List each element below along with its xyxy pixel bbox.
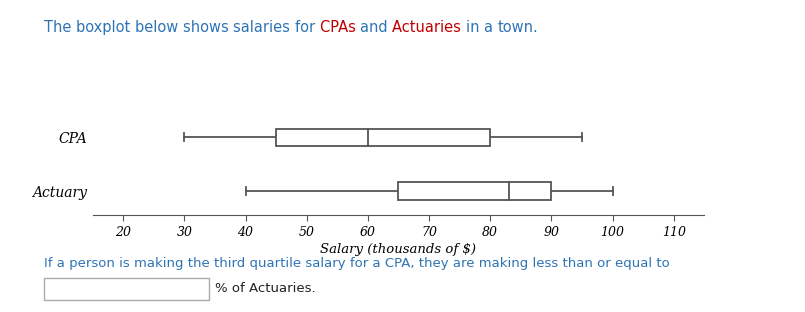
Text: town.: town.: [497, 20, 539, 35]
X-axis label: Salary (thousands of $): Salary (thousands of $): [320, 243, 477, 256]
Text: shows: shows: [183, 20, 233, 35]
Text: The: The: [44, 20, 76, 35]
Text: salaries: salaries: [233, 20, 295, 35]
Bar: [276, 129, 490, 146]
Text: below: below: [135, 20, 183, 35]
Text: a: a: [484, 20, 497, 35]
Text: Actuaries: Actuaries: [392, 20, 466, 35]
Text: % of Actuaries.: % of Actuaries.: [215, 282, 316, 295]
Text: CPAs: CPAs: [320, 20, 360, 35]
Text: for: for: [295, 20, 320, 35]
Text: and: and: [360, 20, 392, 35]
Text: in: in: [466, 20, 484, 35]
Text: boxplot: boxplot: [76, 20, 135, 35]
Text: If a person is making the third quartile salary for a CPA, they are making less : If a person is making the third quartile…: [44, 257, 670, 271]
Bar: [44, 277, 209, 300]
Bar: [398, 183, 551, 200]
